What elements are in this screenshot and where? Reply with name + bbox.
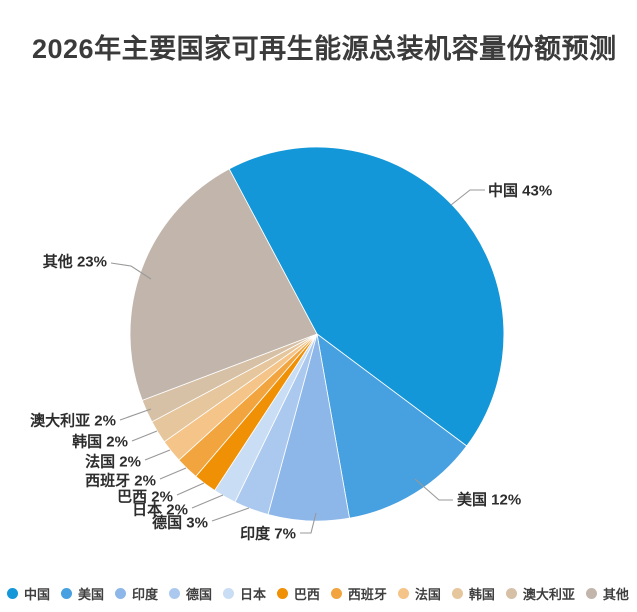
- legend-label-france: 法国: [414, 586, 441, 602]
- slice-label-japan: 日本 2%: [132, 501, 188, 519]
- legend-item-china: 中国: [7, 584, 50, 603]
- legend-item-india: 印度: [114, 584, 158, 603]
- legend-item-spain: 西班牙: [330, 584, 387, 603]
- legend-dot-australia: [505, 587, 517, 599]
- legend-dot-spain: [330, 587, 342, 599]
- leader-line-india: [300, 512, 317, 534]
- legend-dot-germany: [168, 587, 180, 599]
- leader-line-spain: [159, 467, 187, 480]
- legend-item-france: 法国: [397, 584, 441, 603]
- leader-line-germany: [211, 507, 250, 522]
- slice-label-china: 中国 43%: [488, 182, 552, 200]
- leader-line-japan: [191, 494, 224, 509]
- legend-item-usa: 美国: [60, 584, 104, 603]
- legend: 中国 美国 印度 德国 日本 巴西 西班牙 法国 韩国 澳大利亚 其他: [0, 581, 637, 605]
- legend-dot-korea: [451, 587, 463, 599]
- legend-item-others: 其他: [585, 584, 629, 603]
- leader-line-others: [110, 262, 152, 280]
- legend-dot-india: [114, 587, 126, 599]
- leader-line-australia: [119, 408, 152, 421]
- legend-dot-brazil: [276, 587, 288, 599]
- pie-slice-china: [228, 146, 505, 447]
- legend-label-usa: 美国: [77, 586, 104, 602]
- legend-label-korea: 韩国: [468, 586, 495, 602]
- legend-item-brazil: 巴西: [276, 584, 320, 603]
- legend-label-japan: 日本: [239, 586, 266, 602]
- legend-item-germany: 德国: [168, 584, 212, 603]
- slice-label-germany: 德国 3%: [152, 514, 208, 532]
- legend-dot-china: [7, 587, 18, 599]
- leader-line-usa: [414, 478, 453, 501]
- legend-label-others: 其他: [602, 586, 629, 602]
- slice-label-australia: 澳大利亚 2%: [30, 412, 116, 430]
- legend-dot-japan: [222, 587, 234, 599]
- legend-item-japan: 日本: [222, 584, 266, 603]
- slice-label-usa: 美国 12%: [457, 491, 521, 509]
- leader-line-korea: [131, 430, 158, 442]
- legend-label-spain: 西班牙: [347, 586, 387, 602]
- legend-label-australia: 澳大利亚: [522, 586, 575, 602]
- legend-dot-france: [397, 587, 409, 599]
- pie-slice-usa: [316, 333, 468, 519]
- legend-label-china: 中国: [24, 586, 51, 602]
- pie-slice-others: [129, 168, 318, 401]
- slice-label-others: 其他 23%: [43, 253, 107, 271]
- slice-label-korea: 韩国 2%: [72, 433, 128, 451]
- legend-item-australia: 澳大利亚: [505, 584, 575, 603]
- legend-label-germany: 德国: [185, 586, 212, 602]
- legend-label-india: 印度: [131, 586, 158, 602]
- slice-label-india: 印度 7%: [240, 525, 296, 543]
- leader-line-france: [144, 449, 171, 461]
- legend-label-brazil: 巴西: [293, 586, 320, 602]
- leader-line-brazil: [176, 482, 205, 496]
- legend-dot-others: [585, 587, 597, 599]
- slice-label-france: 法国 2%: [85, 453, 141, 471]
- leader-line-china: [450, 189, 485, 206]
- legend-dot-usa: [60, 587, 72, 599]
- chart-title: 2026年主要国家可再生能源总装机容量份额预测: [32, 34, 617, 64]
- slice-label-brazil: 巴西 2%: [117, 489, 173, 506]
- legend-item-korea: 韩国: [451, 584, 495, 603]
- slice-label-spain: 西班牙 2%: [85, 472, 156, 490]
